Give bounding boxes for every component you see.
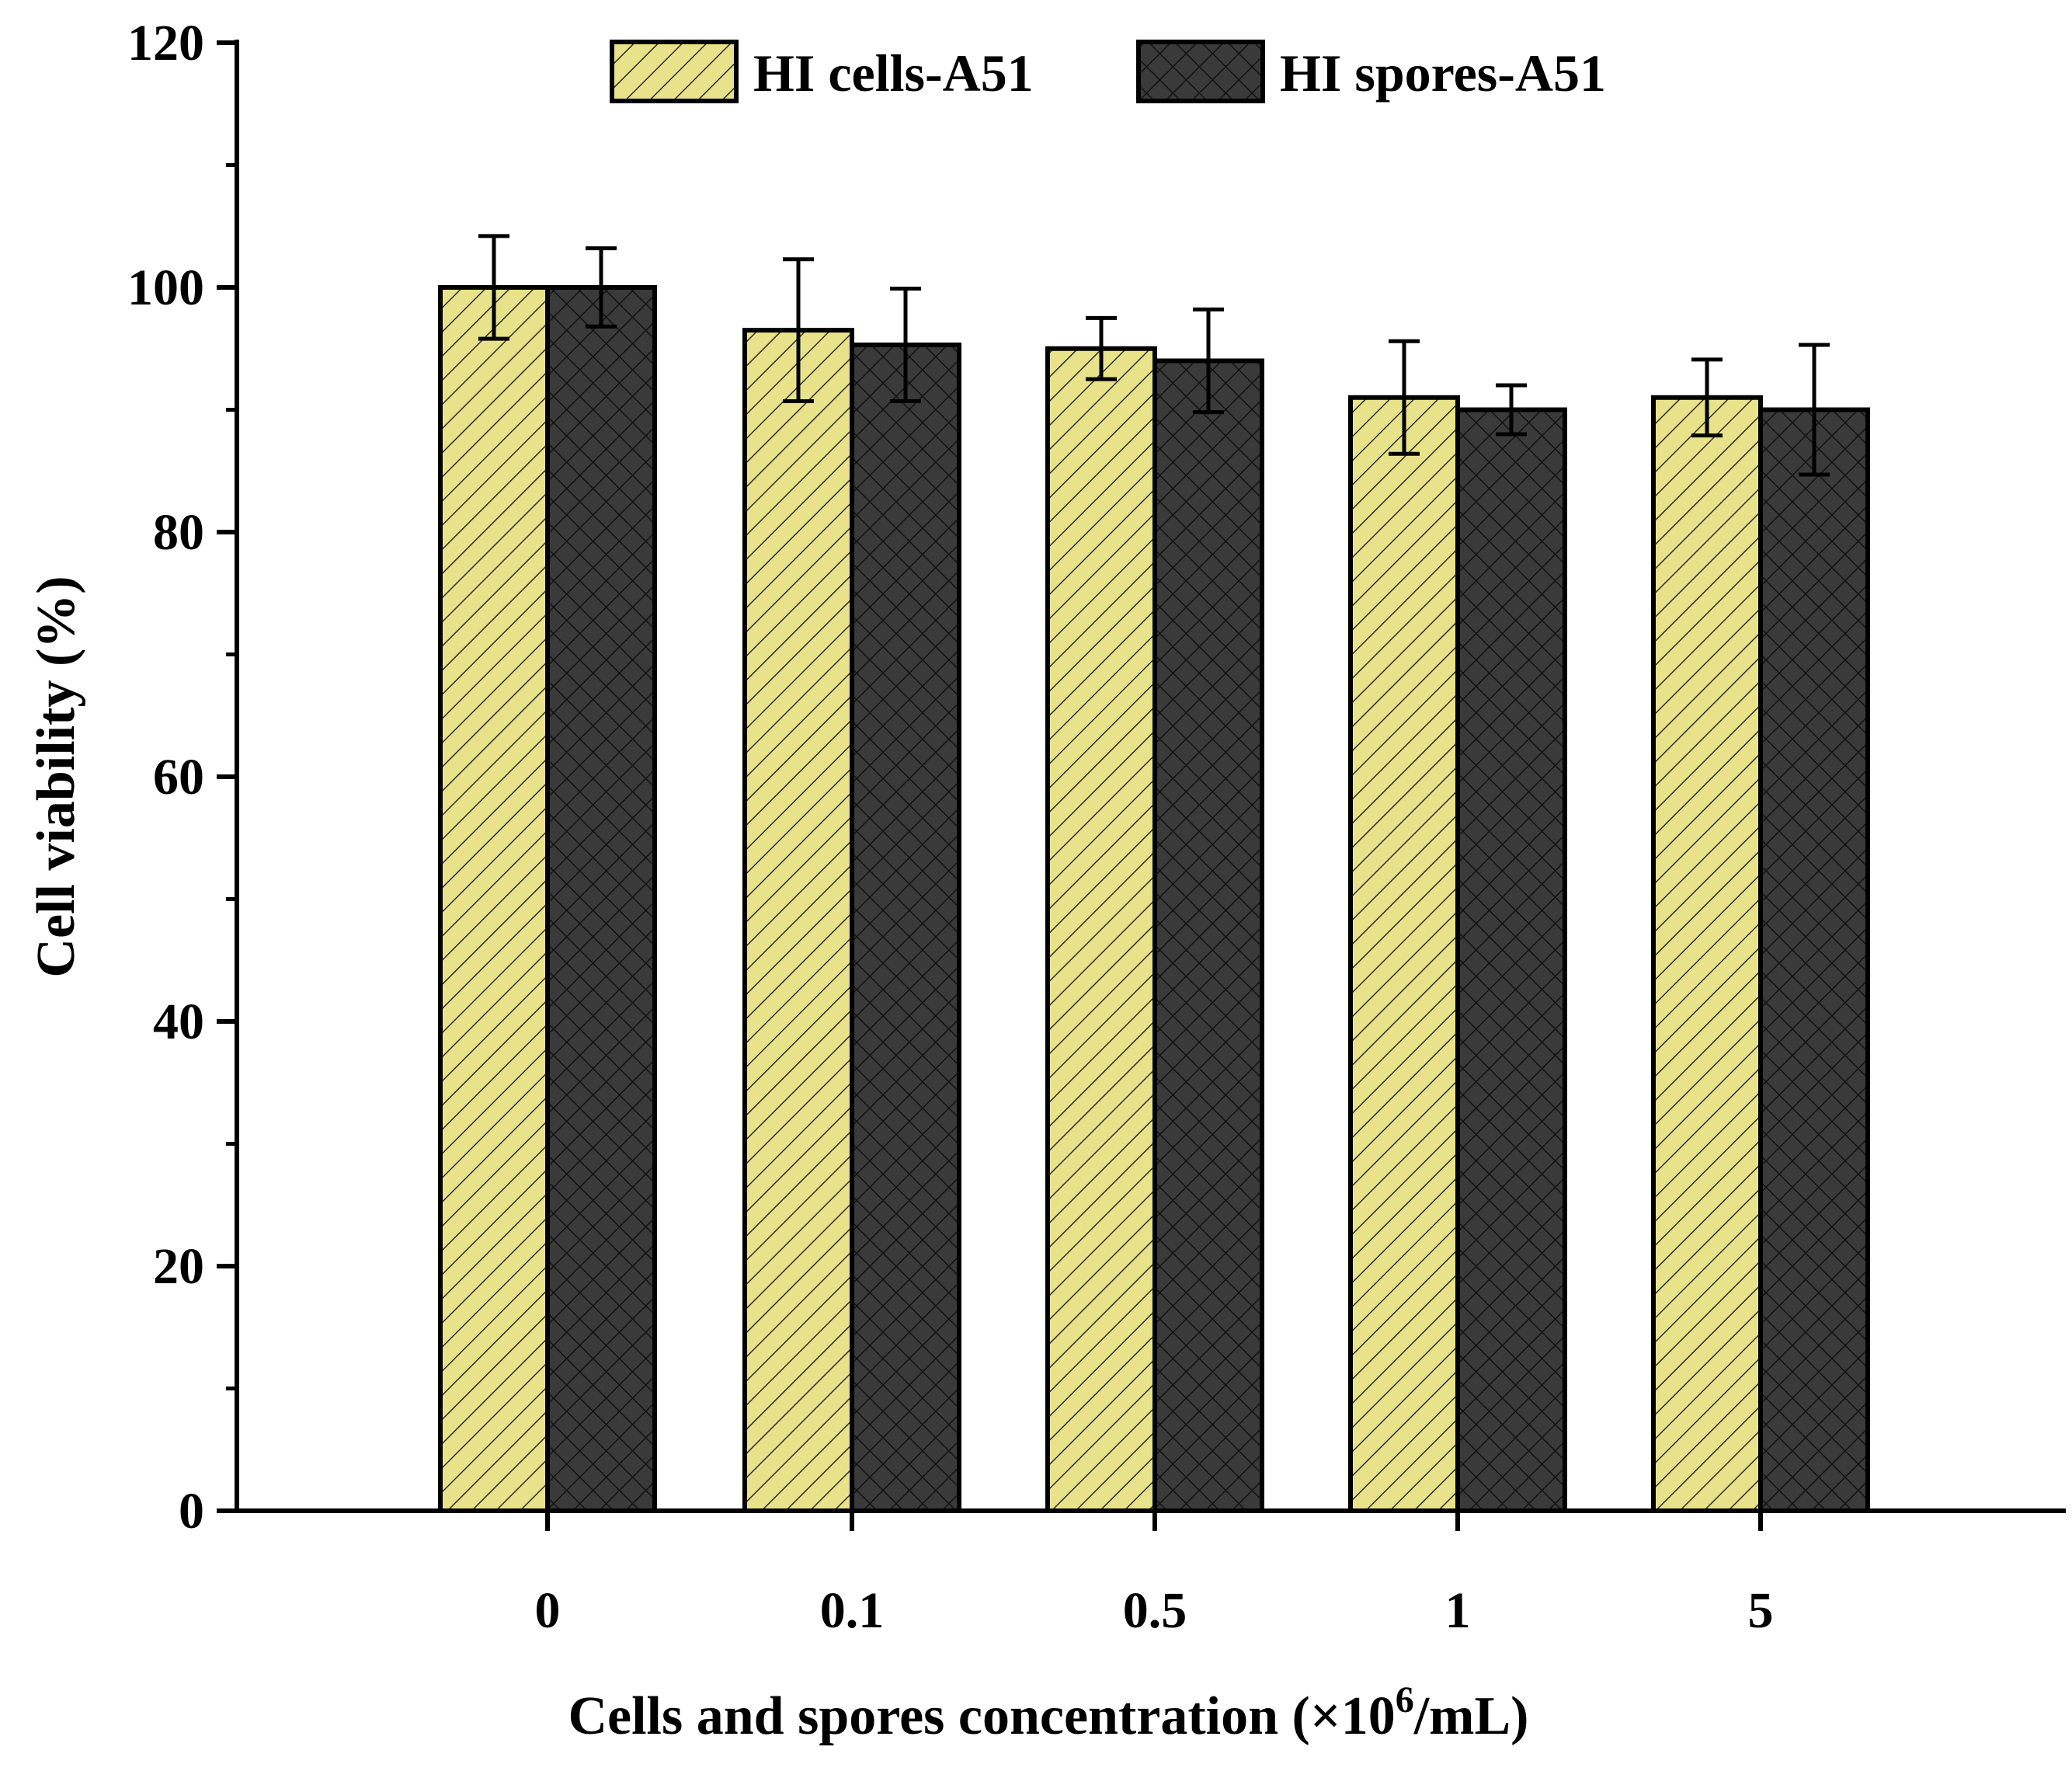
legend-swatch-hi-cells [610, 40, 739, 103]
y-tick-label: 20 [153, 1238, 204, 1295]
x-tick-label: 0.1 [820, 1582, 885, 1639]
x-axis-ticks: 0 0.1 0.5 1 5 [535, 1511, 1774, 1639]
y-tick-label: 0 [179, 1483, 204, 1540]
bar-hi-cells-0 [438, 285, 550, 1513]
x-tick-label: 5 [1748, 1582, 1774, 1639]
bar-hi-cells-0.1 [742, 328, 854, 1513]
legend-swatch-hi-spores [1136, 40, 1265, 103]
bars [438, 285, 1870, 1513]
y-tick-label: 120 [127, 15, 204, 71]
legend-label-hi-cells: HI cells-A51 [753, 43, 1034, 103]
bar-hi-spores-1 [1455, 407, 1567, 1513]
x-axis-title-superscript: 6 [1396, 1679, 1414, 1721]
x-tick-label: 0 [535, 1582, 561, 1639]
y-axis-title: Cell viability (%) [26, 576, 86, 977]
legend-label-hi-spores: HI spores-A51 [1280, 43, 1606, 103]
y-axis-ticks: 0 20 40 60 80 100 120 [127, 15, 237, 1540]
bar-hi-spores-0 [545, 285, 657, 1513]
x-tick-label: 0.5 [1123, 1582, 1187, 1639]
y-tick-label: 40 [153, 993, 204, 1050]
y-tick-label: 100 [127, 259, 204, 316]
bar-hi-cells-0.5 [1045, 346, 1157, 1513]
x-axis-title-main: Cells and spores concentration (×10 [568, 1686, 1395, 1746]
legend: HI cells-A51 HI spores-A51 [610, 40, 1606, 103]
bar-hi-spores-0.1 [850, 343, 961, 1513]
x-axis-title-tail: /mL) [1413, 1686, 1529, 1746]
bar-hi-spores-5 [1758, 407, 1870, 1513]
bar-hi-cells-5 [1651, 395, 1763, 1513]
y-tick-label: 80 [153, 504, 204, 561]
x-axis-title: Cells and spores concentration (×106/mL) [568, 1679, 1528, 1746]
bar-hi-spores-0.5 [1152, 358, 1264, 1513]
y-tick-label: 60 [153, 749, 204, 806]
bar-hi-cells-1 [1348, 395, 1460, 1513]
x-tick-label: 1 [1445, 1582, 1471, 1639]
error-bars [478, 234, 1830, 477]
